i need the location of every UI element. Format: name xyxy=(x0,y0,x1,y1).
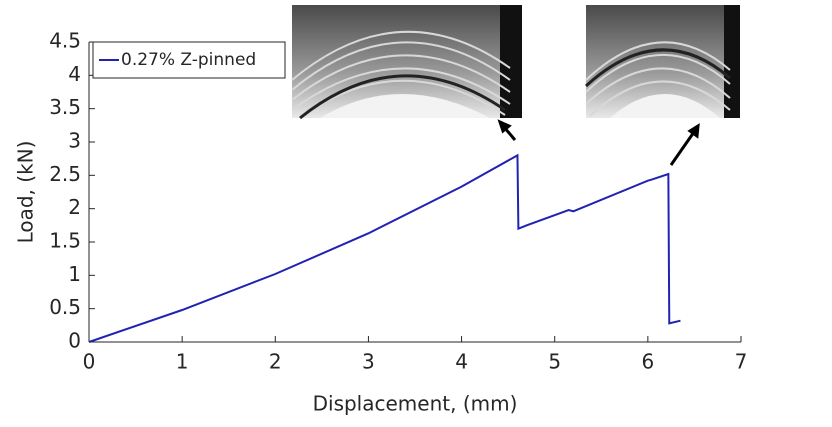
y-tick-label: 2.5 xyxy=(49,162,81,186)
y-tick-label: 3 xyxy=(68,129,81,153)
y-tick-label: 0 xyxy=(68,329,81,353)
x-tick-label: 0 xyxy=(83,350,96,374)
y-tick-label: 0.5 xyxy=(49,295,81,319)
legend-box xyxy=(92,41,286,79)
photo-right xyxy=(584,5,740,118)
photo-left xyxy=(291,5,522,120)
x-tick-label: 2 xyxy=(269,350,282,374)
x-axis-label: Displacement, (mm) xyxy=(313,392,518,416)
y-tick-label: 2 xyxy=(68,195,81,219)
x-tick-label: 6 xyxy=(641,350,654,374)
x-tick-label: 1 xyxy=(176,350,189,374)
x-tick-label: 3 xyxy=(362,350,375,374)
y-tick-label: 4.5 xyxy=(49,29,81,53)
data-line xyxy=(88,153,681,343)
x-tick-label: 7 xyxy=(735,350,748,374)
y-tick-label: 1.5 xyxy=(49,229,81,253)
y-tick-label: 1 xyxy=(68,262,81,286)
y-axis-label: Load, (kN) xyxy=(14,141,38,244)
legend-label: 0.27% Z-pinned xyxy=(121,50,256,70)
y-tick-label: 3.5 xyxy=(49,95,81,119)
arrows xyxy=(497,119,700,166)
x-tick-label: 5 xyxy=(548,350,561,374)
y-tick-label: 4 xyxy=(68,62,81,86)
x-tick-label: 4 xyxy=(455,350,468,374)
